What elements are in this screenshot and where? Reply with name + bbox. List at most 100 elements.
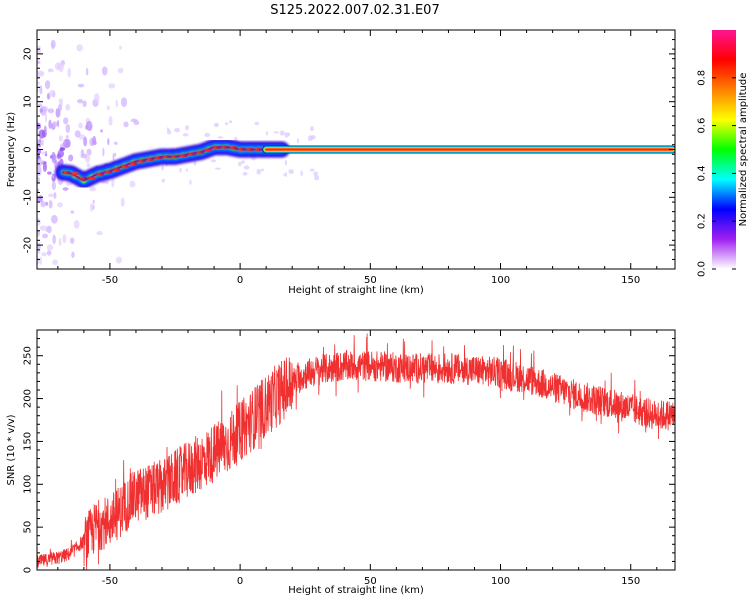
spectrogram-noise-blob	[86, 163, 91, 168]
spectrogram-noise-blob	[47, 171, 52, 175]
spectrogram-y-tick-label: 0	[23, 146, 34, 152]
spectrogram-noise-blob	[39, 225, 47, 231]
spectrogram-noise-blob	[67, 67, 71, 78]
snr-x-label: Height of straight line (km)	[288, 585, 424, 596]
spectrogram-noise-blob	[48, 119, 52, 130]
colorbar-tick-label: 0.2	[697, 213, 708, 229]
spectrogram-ridge-blob	[208, 143, 219, 152]
spectrogram-noise-blob	[82, 100, 87, 108]
spectrogram-noise-blob	[65, 103, 71, 111]
spectrogram-noise-blob	[310, 126, 314, 132]
spectrogram-ridge-blob	[174, 151, 185, 160]
spectrogram-noise-blob	[37, 217, 41, 226]
spectrogram-noise-blob	[285, 172, 288, 177]
spectrogram-noise-blob	[52, 234, 56, 245]
spectrogram-ridge-blob	[183, 150, 194, 159]
spectrogram-noise-blob	[261, 168, 264, 172]
spectrogram-noise-blob	[52, 259, 58, 265]
snr-y-tick-label: 0	[23, 567, 34, 573]
chart-title: S125.2022.007.02.31.E07	[270, 3, 439, 18]
spectrogram-noise-blob	[115, 256, 122, 264]
spectrogram-noise-blob	[39, 256, 43, 266]
spectrogram-ridge-blob	[91, 170, 102, 179]
spectrogram-noise-blob	[254, 121, 260, 126]
spectrogram-noise-blob	[48, 68, 53, 73]
spectrogram-noise-blob	[185, 125, 189, 131]
spectrogram-noise-blob	[296, 138, 300, 144]
spectrogram-noise-blob	[37, 242, 41, 251]
spectrogram-noise-blob	[57, 104, 63, 112]
spectrogram-ridge-blob	[124, 159, 135, 168]
spectrogram-noise-blob	[68, 154, 74, 162]
spectrogram-noise-blob	[161, 165, 165, 171]
spectrogram-noise-blob	[37, 60, 40, 64]
spectrogram-x-label: Height of straight line (km)	[288, 285, 424, 296]
spectrogram-noise-blob	[78, 122, 83, 129]
snr-x-tick-label: -50	[102, 576, 118, 587]
colorbar-tick-label: 0.8	[697, 70, 708, 86]
spectrogram-ridge	[55, 139, 290, 189]
spectrogram-noise-blob	[89, 186, 97, 192]
spectrogram-noise-blob	[40, 201, 46, 208]
spectrogram-noise-blob	[38, 138, 42, 143]
spectrogram-noise-blob	[106, 105, 110, 111]
spectrogram-noise-blob	[59, 147, 66, 151]
spectrogram-noise-blob	[77, 83, 85, 88]
spectrogram-x-tick-label: 100	[491, 275, 510, 286]
spectrogram-noise-blob	[48, 89, 56, 98]
spectrogram-noise-blob	[265, 131, 268, 136]
spectrogram-noise-blob	[210, 159, 217, 163]
spectrogram-noise-blob	[80, 153, 88, 159]
spectrogram-noise-blob	[51, 153, 57, 164]
spectrogram-noise-blob	[41, 139, 45, 146]
spectrogram-noise-blob	[62, 187, 69, 191]
spectrogram-y-tick-label: 20	[23, 48, 34, 61]
spectrogram-noise-blob	[129, 180, 136, 188]
colorbar-tick-label: 0.6	[697, 118, 708, 134]
colorbar-axis: 0.0 0.2 0.4 0.6 0.8	[697, 70, 736, 277]
spectrogram-y-tick-label: 10	[23, 95, 34, 108]
spectrogram-ridge-blob	[66, 169, 77, 178]
spectrogram-noise-blob	[47, 108, 55, 114]
spectrogram-noise-blob	[161, 178, 165, 183]
spectrogram-noise-blob	[39, 108, 44, 113]
spectrogram-noise-blob	[71, 251, 75, 258]
spectrogram-noise-blob	[113, 152, 117, 157]
spectrogram-noise-blob	[38, 159, 44, 164]
spectrogram-noise-blob	[37, 248, 41, 255]
spectrogram-noise-blob	[65, 139, 71, 148]
spectrogram-noise-blob	[37, 71, 41, 80]
spectrogram-ridge-blob	[99, 168, 110, 177]
colorbar: 0.0 0.2 0.4 0.6 0.8 Normalized spectral ampl…	[697, 30, 749, 277]
spectrogram-noise-blob	[57, 202, 63, 208]
spectrogram-noise-blob	[102, 147, 105, 157]
spectrogram-noise-blob	[37, 81, 41, 85]
snr-y-tick-label: 250	[23, 346, 34, 365]
spectrogram-noise-blob	[45, 201, 49, 206]
spectrogram-noise-blob	[182, 133, 189, 137]
spectrogram-noise-blob	[62, 234, 67, 244]
spectrogram-x-tick-label: 50	[364, 275, 377, 286]
spectrogram-noise-blob	[217, 136, 224, 139]
spectrogram-noise-blob	[242, 171, 248, 176]
spectrogram-noise-blob	[108, 116, 113, 126]
spectrogram-noise-blob	[37, 45, 42, 55]
spectrogram-ridge-blob	[191, 148, 202, 157]
spectrogram-noise-blob	[120, 197, 125, 208]
spectrogram-noise-blob	[279, 130, 285, 136]
spectrogram-noise-blob	[83, 136, 88, 147]
spectrogram-noise-blob	[41, 151, 48, 155]
spectrogram-noise-blob	[314, 175, 320, 181]
spectrogram-noise-blob	[76, 44, 83, 52]
spectrogram-y-tick-label: -10	[23, 189, 34, 205]
spectrogram-ridge-blob	[199, 146, 210, 155]
spectrogram-y-label: Frequency (Hz)	[6, 112, 17, 188]
spectrogram-noise-blob	[120, 97, 128, 108]
spectrogram-heatmap	[37, 39, 675, 266]
spectrogram-noise-blob	[61, 161, 64, 166]
spectrogram-ridge-blob	[149, 154, 160, 163]
spectrogram-noise-blob	[69, 237, 75, 245]
spectrogram-noise-blob	[287, 132, 290, 137]
spectrogram-noise-blob	[85, 120, 93, 131]
